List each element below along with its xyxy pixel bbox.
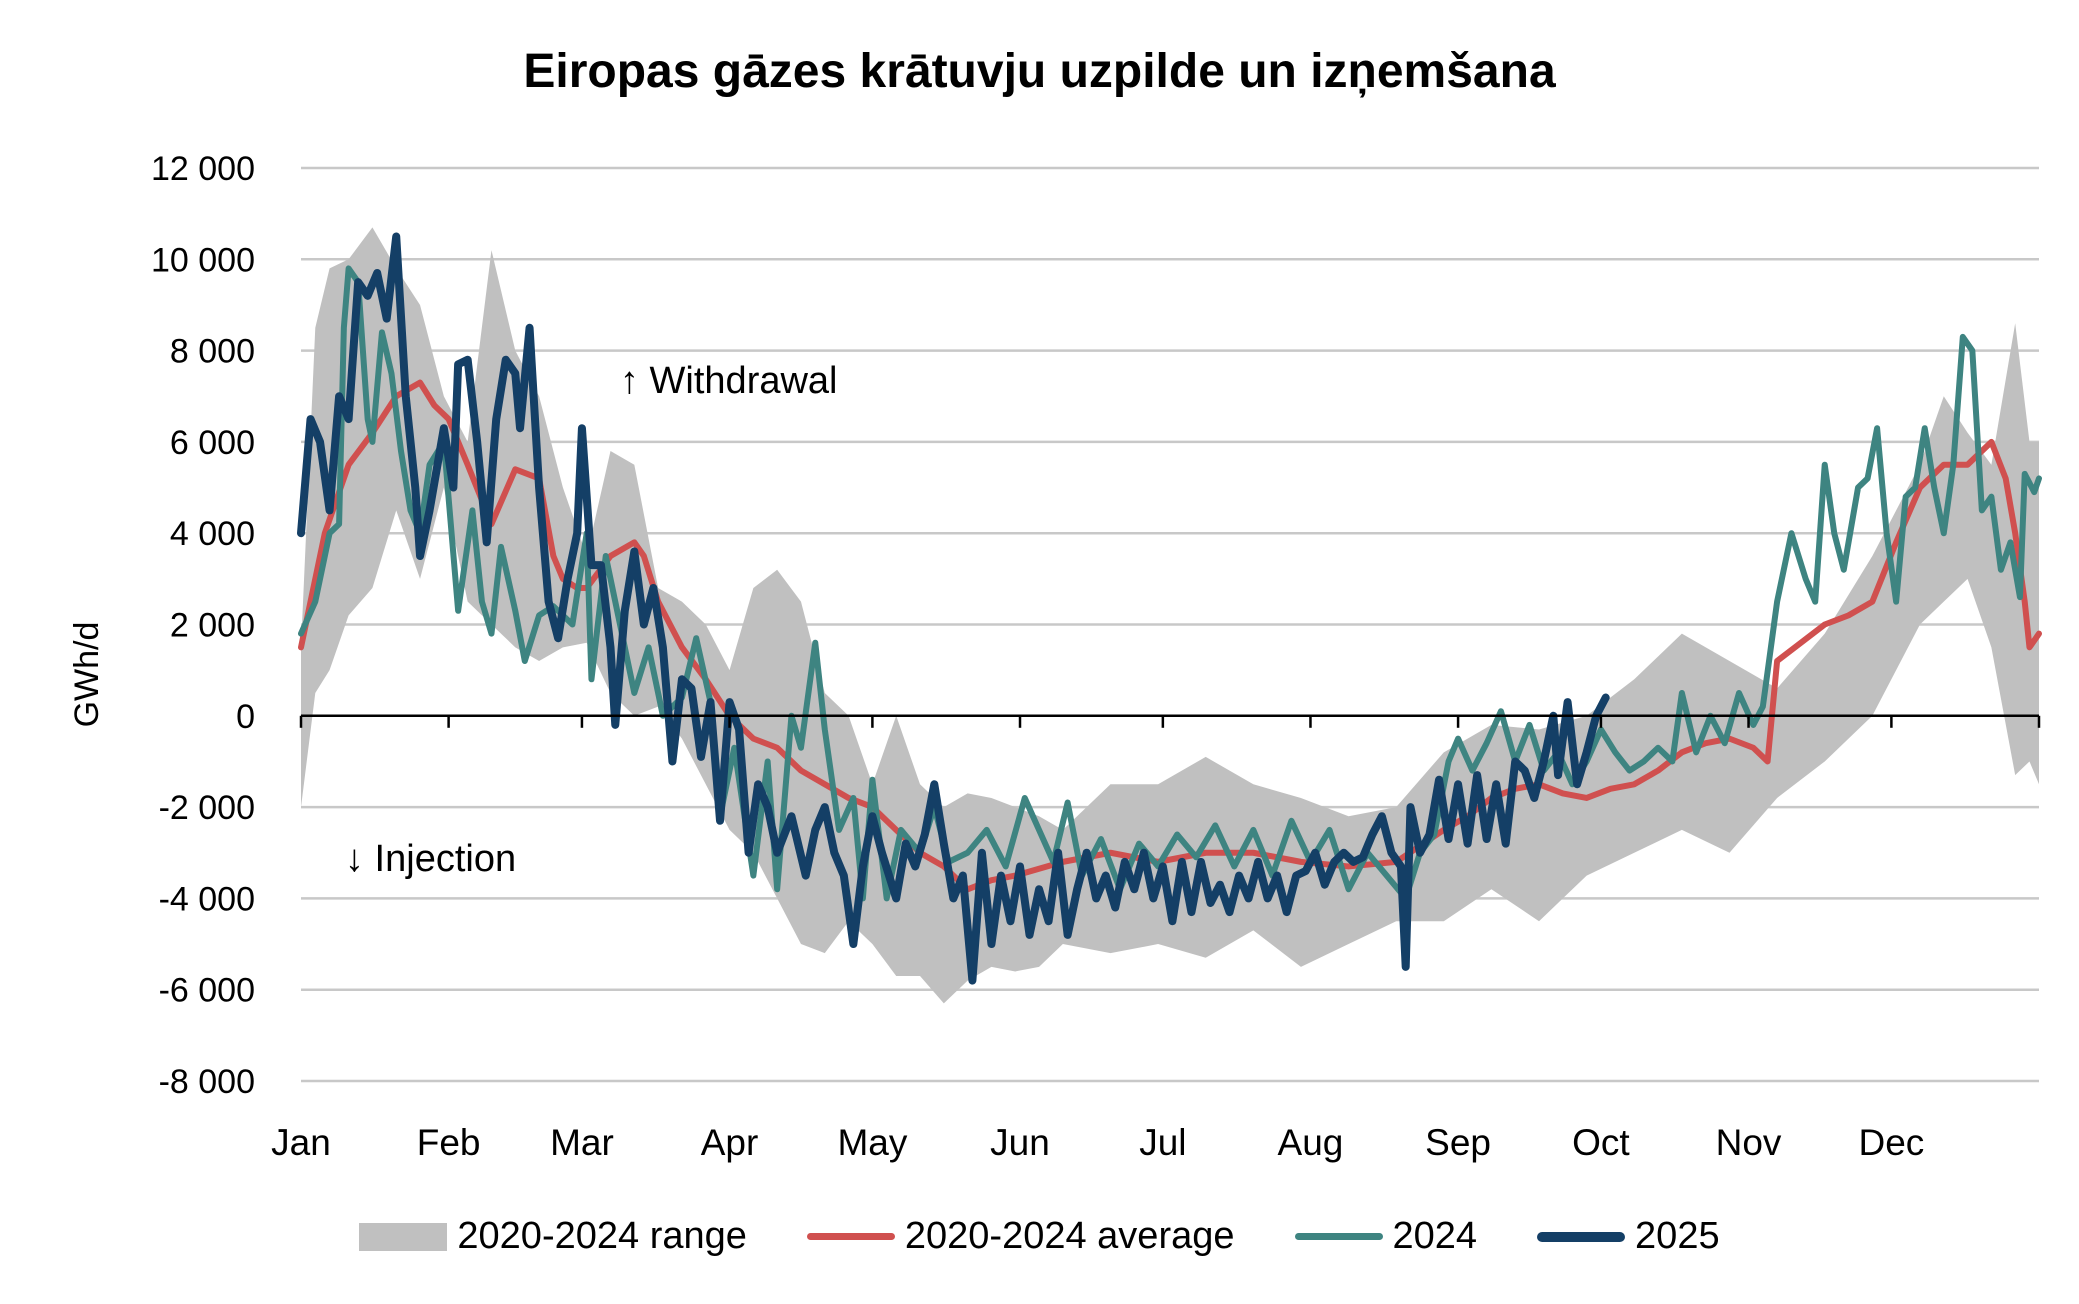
y-tick-label: -8 000 [159, 1063, 255, 1101]
y-tick-label: 0 [236, 698, 255, 736]
x-tick-label: Oct [1572, 1122, 1630, 1163]
x-tick-label: Nov [1716, 1122, 1782, 1163]
x-tick-label: Jul [1139, 1122, 1186, 1163]
legend-swatch-2025 [1537, 1231, 1626, 1242]
x-tick-label: Jun [990, 1122, 1050, 1163]
y-axis-label: GWh/d [68, 622, 106, 728]
y-tick-label: 8 000 [170, 333, 255, 371]
x-tick-label: Feb [417, 1122, 481, 1163]
legend-swatch-range [359, 1222, 448, 1251]
legend-label: 2025 [1635, 1215, 1720, 1257]
legend-label: 2020-2024 range [457, 1215, 747, 1257]
y-tick-label: 4 000 [170, 515, 255, 553]
x-tick-label: Dec [1858, 1122, 1924, 1163]
y-tick-label: 12 000 [151, 150, 255, 188]
x-tick-label: May [837, 1122, 907, 1163]
y-tick-label: 10 000 [151, 241, 255, 279]
x-tick-label: Aug [1278, 1122, 1344, 1163]
x-tick-label: Mar [550, 1122, 614, 1163]
withdrawal-annotation: ↑ Withdrawal [620, 360, 838, 402]
legend-label: 2020-2024 average [904, 1215, 1235, 1257]
y-tick-label: 2 000 [170, 607, 255, 645]
x-tick-label: Sep [1425, 1122, 1491, 1163]
series-line-2025 [297, 232, 1610, 985]
x-tick-label: Jan [271, 1122, 331, 1163]
legend-item-average: 2020-2024 average [806, 1215, 1235, 1258]
series-line-2020-2024-average [298, 379, 2042, 893]
x-tick-label: Apr [701, 1122, 759, 1163]
legend-swatch-average [806, 1233, 895, 1240]
y-tick-label: 6 000 [170, 424, 255, 462]
legend-swatch-2024 [1294, 1233, 1383, 1240]
legend-item-range: 2020-2024 range [359, 1215, 747, 1258]
injection-annotation: ↓ Injection [345, 838, 517, 880]
y-tick-label: -2 000 [159, 789, 255, 827]
legend-label: 2024 [1392, 1215, 1478, 1257]
series-line-2024 [298, 265, 2042, 902]
legend-item-2024: 2024 [1294, 1215, 1478, 1258]
chart-title: Eiropas gāzes krātuvju uzpilde un izņemš… [523, 45, 1556, 98]
legend-item-2025: 2025 [1537, 1215, 1720, 1258]
y-tick-label: -6 000 [159, 972, 255, 1010]
range-band [301, 227, 2039, 1004]
legend: 2020-2024 range 2020-2024 average 2024 2… [0, 1215, 2079, 1258]
y-tick-label: -4 000 [159, 880, 255, 918]
